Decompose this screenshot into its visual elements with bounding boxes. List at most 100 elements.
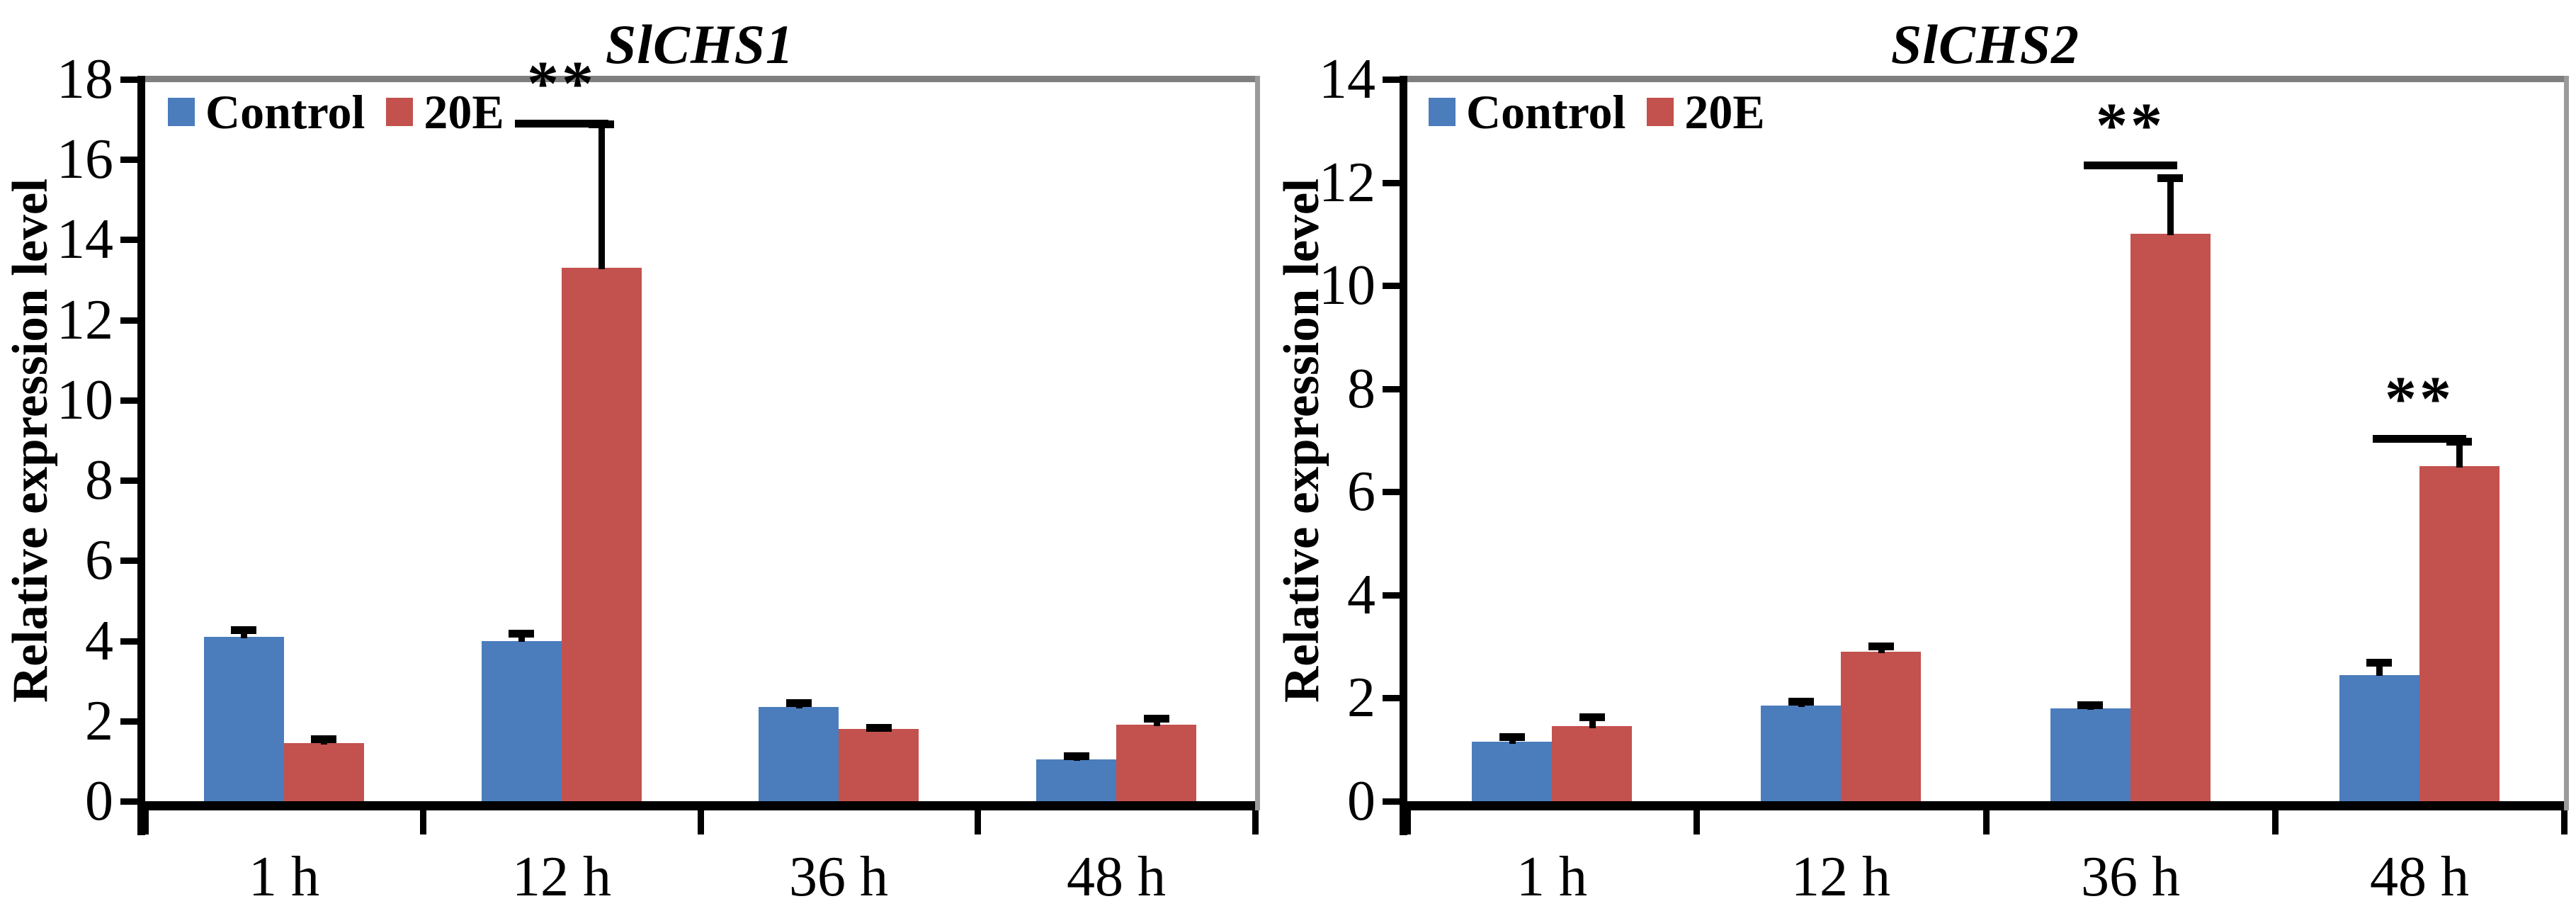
bar-20e-1h (1552, 726, 1632, 801)
bar-20e-36h (839, 729, 919, 801)
y-tick-label: 10 (57, 369, 113, 431)
error-bar-cap (1868, 643, 1894, 650)
x-tick-label: 12 h (512, 846, 611, 908)
y-tick (1383, 180, 1400, 186)
legend-swatch-control (1429, 98, 1456, 126)
error-bar-20e-12h (598, 123, 605, 269)
x-tick (1405, 810, 1411, 834)
legend-label-20e: 20E (424, 84, 504, 139)
x-tick (2272, 810, 2279, 834)
bar-20e-48h (1116, 725, 1196, 801)
y-tick-label: 2 (85, 690, 113, 752)
legend: Control 20E (1429, 85, 1786, 139)
error-bar-20e-48h (2456, 441, 2463, 468)
plot-right-border (2564, 76, 2569, 810)
y-tick (120, 397, 137, 404)
y-tick-label: 4 (85, 610, 113, 672)
bar-control-12h (482, 641, 562, 801)
y-tick (120, 77, 137, 83)
y-tick-label: 10 (1319, 254, 1375, 317)
legend-swatch-control (168, 98, 195, 126)
significance-stars: ** (527, 49, 596, 119)
bar-control-1h (1472, 742, 1552, 801)
y-tick-label: 0 (85, 770, 113, 832)
y-axis-line (137, 76, 145, 835)
error-bar-cap (1788, 698, 1814, 706)
error-bar-control-48h (2376, 662, 2383, 676)
error-bar-cap (311, 735, 336, 743)
bar-control-1h (204, 637, 284, 801)
y-tick-label: 8 (85, 449, 113, 511)
y-tick-label: 2 (1347, 667, 1375, 729)
y-tick-label: 14 (1319, 48, 1375, 111)
legend-swatch-20e (386, 98, 414, 126)
x-tick (1693, 810, 1700, 834)
x-tick-label: 36 h (789, 846, 888, 908)
y-tick-label: 6 (1347, 460, 1375, 523)
bar-20e-36h (2130, 234, 2211, 801)
y-tick (1383, 283, 1400, 289)
y-tick (120, 237, 137, 243)
y-tick-label: 6 (85, 529, 113, 592)
y-tick-label: 4 (1347, 564, 1375, 626)
x-tick (1983, 810, 1990, 834)
plot-top-border (1407, 76, 2564, 82)
chart-title-slchs2: SlCHS2 (1890, 13, 2080, 75)
bar-20e-12h (562, 268, 642, 801)
y-tick-label: 12 (1319, 152, 1375, 214)
significance-stars: ** (2385, 364, 2454, 434)
significance-stars: ** (2096, 91, 2165, 161)
error-bar-cap (509, 630, 534, 638)
x-axis-line (137, 801, 1255, 810)
y-tick (1383, 489, 1400, 495)
error-bar-cap (1064, 752, 1089, 760)
x-tick-label: 48 h (1067, 846, 1166, 908)
x-tick (420, 810, 426, 834)
error-bar-cap (2366, 659, 2392, 667)
bar-20e-48h (2419, 466, 2500, 801)
x-axis-line (1400, 801, 2564, 810)
x-tick-label: 36 h (2081, 846, 2180, 908)
legend-label-20e: 20E (1684, 84, 1765, 139)
x-tick (698, 810, 704, 834)
bar-control-36h (759, 707, 839, 801)
x-tick-label: 48 h (2370, 846, 2469, 908)
bar-control-36h (2050, 708, 2130, 801)
plot-top-border (145, 76, 1255, 82)
x-tick (975, 810, 981, 834)
error-bar-20e-1h (1589, 716, 1596, 728)
error-bar-cap (2077, 701, 2103, 709)
significance-line (515, 120, 608, 128)
significance-line (2373, 435, 2466, 443)
y-tick-label: 8 (1347, 358, 1375, 420)
legend: Control 20E (168, 85, 526, 139)
y-tick (120, 157, 137, 163)
error-bar-cap (1144, 715, 1169, 723)
y-tick (120, 317, 137, 324)
bar-control-48h (1036, 759, 1116, 801)
y-tick (1383, 77, 1400, 83)
error-bar-20e-36h (2167, 177, 2174, 235)
error-bar-cap (2157, 174, 2183, 182)
x-tick (142, 810, 149, 834)
y-tick (120, 718, 137, 725)
error-bar-cap (1499, 733, 1525, 741)
x-tick (1252, 810, 1259, 834)
y-axis-line (1400, 76, 1407, 835)
bar-20e-1h (284, 743, 364, 801)
significance-line (2084, 162, 2177, 169)
y-tick-label: 16 (57, 128, 113, 191)
y-tick-label: 18 (57, 48, 113, 111)
x-tick-label: 1 h (249, 846, 319, 908)
x-tick (2561, 810, 2568, 834)
error-bar-cap (1579, 713, 1605, 721)
bar-control-12h (1761, 706, 1841, 801)
y-tick (120, 477, 137, 484)
error-bar-cap (866, 724, 892, 732)
y-tick (1383, 592, 1400, 599)
chart-title-slchs1: SlCHS1 (605, 13, 795, 75)
x-tick-label: 12 h (1791, 846, 1890, 908)
